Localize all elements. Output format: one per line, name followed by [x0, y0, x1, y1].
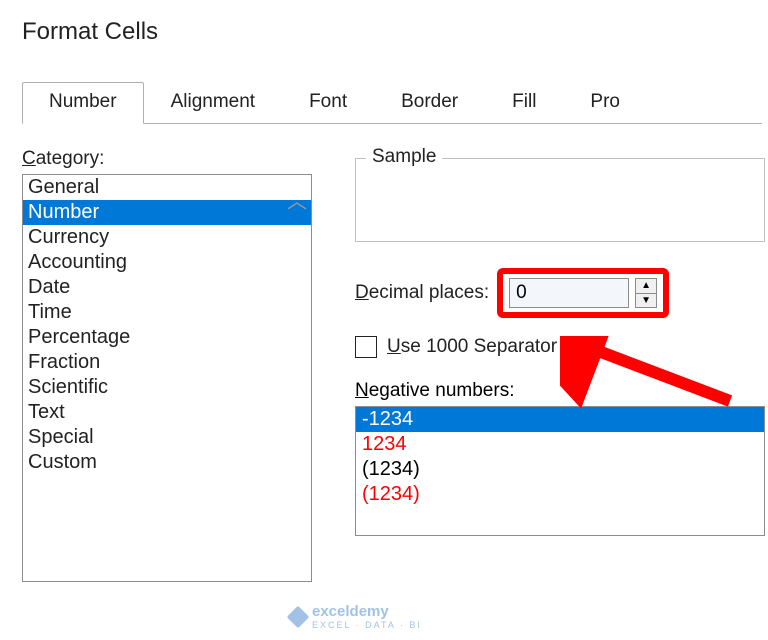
- sample-groupbox: Sample: [355, 158, 765, 242]
- category-item-currency[interactable]: Currency: [23, 225, 311, 250]
- category-item-custom[interactable]: Custom: [23, 450, 311, 475]
- tab-number[interactable]: Number: [22, 82, 144, 124]
- negative-item-2[interactable]: (1234): [356, 457, 764, 482]
- scroll-up-icon[interactable]: ︿: [287, 185, 307, 214]
- category-item-number[interactable]: Number: [23, 200, 311, 225]
- category-item-accounting[interactable]: Accounting: [23, 250, 311, 275]
- spinner-up-icon[interactable]: ▲: [636, 279, 656, 294]
- thousand-separator-label: Use 1000 Separator (,): [387, 336, 580, 358]
- watermark-brand: exceldemy: [312, 603, 389, 620]
- thousand-separator-checkbox[interactable]: [355, 336, 377, 358]
- negative-item-1[interactable]: 1234: [356, 432, 764, 457]
- annotation-highlight-box: 0 ▲ ▼: [497, 268, 669, 318]
- tab-font[interactable]: Font: [282, 82, 374, 123]
- category-item-date[interactable]: Date: [23, 275, 311, 300]
- spinner-down-icon[interactable]: ▼: [636, 294, 656, 308]
- category-item-scientific[interactable]: Scientific: [23, 375, 311, 400]
- category-item-general[interactable]: General: [23, 175, 311, 200]
- tab-strip: Number Alignment Font Border Fill Pro: [22, 82, 762, 124]
- watermark: exceldemy EXCEL · DATA · BI: [290, 603, 422, 630]
- dialog-title: Format Cells: [0, 0, 768, 46]
- category-item-special[interactable]: Special: [23, 425, 311, 450]
- watermark-tagline: EXCEL · DATA · BI: [312, 620, 422, 630]
- tab-alignment[interactable]: Alignment: [144, 82, 283, 123]
- negative-item-0[interactable]: -1234: [356, 407, 764, 432]
- decimal-places-spinner[interactable]: ▲ ▼: [635, 278, 657, 308]
- watermark-icon: [287, 605, 310, 628]
- category-item-fraction[interactable]: Fraction: [23, 350, 311, 375]
- category-label: Category:: [22, 148, 347, 170]
- category-listbox[interactable]: General Number Currency Accounting Date …: [22, 174, 312, 582]
- tab-fill[interactable]: Fill: [485, 82, 563, 123]
- negative-numbers-listbox[interactable]: -1234 1234 (1234) (1234): [355, 406, 765, 536]
- category-item-text[interactable]: Text: [23, 400, 311, 425]
- decimal-places-input[interactable]: 0: [509, 278, 629, 308]
- tab-border[interactable]: Border: [374, 82, 485, 123]
- category-item-percentage[interactable]: Percentage: [23, 325, 311, 350]
- decimal-places-label: Decimal places:: [355, 282, 489, 304]
- sample-legend: Sample: [366, 146, 442, 168]
- category-item-time[interactable]: Time: [23, 300, 311, 325]
- tab-protection[interactable]: Pro: [563, 82, 647, 123]
- negative-item-3[interactable]: (1234): [356, 482, 764, 507]
- negative-numbers-label: Negative numbers:: [355, 380, 768, 402]
